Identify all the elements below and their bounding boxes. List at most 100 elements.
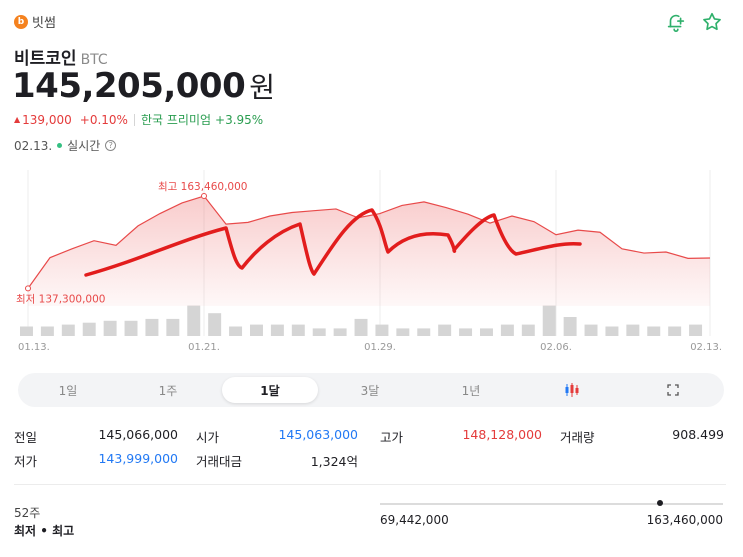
candlestick-icon — [565, 383, 579, 397]
trade-value-label: 거래대금 — [196, 454, 243, 469]
fullscreen-button[interactable] — [625, 377, 721, 403]
week52-current-marker — [657, 500, 663, 506]
change-amount: 139,000 — [22, 112, 72, 127]
section-divider — [14, 484, 726, 485]
coin-name: 비트코인 — [14, 49, 77, 69]
period-label: 1일 — [58, 383, 78, 398]
period-label: 1달 — [260, 383, 280, 398]
price-area — [28, 196, 710, 306]
bell-plus-icon[interactable] — [665, 11, 687, 33]
period-tab-5[interactable]: 1년 — [423, 377, 519, 403]
bithumb-logo-icon: b — [14, 14, 28, 29]
info-icon[interactable]: ? — [105, 140, 117, 151]
volume-bar — [291, 324, 305, 336]
period-tab-2[interactable]: 1주 — [120, 377, 216, 403]
coin-title: 비트코인 BTC — [14, 44, 108, 69]
divider — [133, 113, 135, 126]
trade-value-value: 1,324억 — [310, 454, 358, 469]
volume-bar — [82, 322, 96, 336]
period-selector: 1일 1주 1달 3달 1년 — [18, 373, 724, 407]
volume-bar — [354, 318, 368, 336]
volume-bar — [417, 328, 431, 336]
coin-ticker: BTC — [80, 52, 108, 68]
volume-bar — [61, 324, 75, 336]
price-value: 145,205,000 — [12, 66, 246, 106]
volume-bar — [270, 324, 284, 336]
status-row: 02.13. 실시간 ? — [14, 137, 117, 154]
low-label: 최저 137,300,000 — [16, 293, 105, 305]
top-actions — [665, 11, 723, 33]
current-price: 145,205,000 원 — [12, 66, 275, 106]
week52-range-track — [380, 503, 723, 505]
price-change: ▲ 139,000 +0.10% 한국 프리미엄 +3.95% — [14, 111, 263, 128]
volume-bar — [40, 326, 54, 336]
live-dot-icon — [57, 143, 63, 148]
volume-bar — [459, 328, 473, 336]
x-tick-label: 02.13. — [690, 342, 722, 353]
low-point — [25, 285, 31, 292]
high-label: 고가 — [380, 430, 404, 445]
volume-bar — [605, 326, 619, 336]
volume-label: 거래량 — [560, 430, 595, 445]
volume-bar — [103, 320, 117, 336]
volume-bar — [521, 324, 535, 336]
star-icon[interactable] — [701, 11, 723, 33]
volume-bar — [584, 324, 598, 336]
volume-bar — [396, 328, 410, 336]
period-label: 3달 — [360, 383, 380, 398]
low-label: 저가 — [14, 454, 38, 469]
volume-bar — [333, 328, 347, 336]
period-tab-1[interactable]: 1일 — [20, 377, 116, 403]
volume-bar — [187, 305, 201, 336]
volume-bar — [375, 324, 389, 336]
week52-title: 52주 — [14, 506, 41, 520]
period-tab-3[interactable]: 1달 — [222, 377, 318, 403]
volume-bar — [250, 324, 263, 336]
week52-label: 52주 최저 • 최고 — [14, 504, 74, 540]
volume-bar — [124, 320, 138, 336]
volume-bar — [542, 305, 556, 336]
period-tab-4[interactable]: 3달 — [322, 377, 418, 403]
period-label: 1년 — [461, 383, 481, 398]
exchange-label: b 빗썸 — [14, 12, 56, 31]
x-tick-label: 01.21. — [188, 342, 220, 353]
volume-bar — [626, 324, 640, 336]
x-tick-label: 02.06. — [540, 342, 572, 353]
annotation-scribble — [84, 208, 582, 277]
candlestick-chart-button[interactable] — [524, 377, 620, 403]
volume-bar — [647, 326, 661, 336]
price-line — [27, 195, 711, 289]
price-chart[interactable]: 최고 163,460,000 최저 137,300,000 01.13. 01.21.… — [0, 170, 743, 360]
fullscreen-icon — [667, 384, 679, 396]
up-triangle-icon: ▲ — [14, 115, 21, 124]
volume-bar — [166, 318, 180, 336]
low-value: 143,999,000 — [98, 451, 178, 466]
period-label: 1주 — [158, 383, 178, 398]
x-tick-label: 01.29. — [364, 342, 396, 353]
volume-bar — [500, 324, 514, 336]
prev-close-label: 전일 — [14, 430, 38, 445]
volume-bar — [563, 317, 577, 336]
volume-bar — [668, 326, 682, 336]
week52-max: 163,460,000 — [646, 513, 723, 527]
high-label: 최고 163,460,000 — [158, 181, 247, 193]
open-label: 시가 — [196, 430, 220, 445]
week52-min: 69,442,000 — [380, 513, 449, 527]
volume-bar — [208, 313, 222, 336]
volume-bar — [480, 328, 493, 336]
price-unit: 원 — [249, 71, 276, 104]
prev-close-value: 145,066,000 — [98, 427, 178, 442]
volume-bar — [438, 324, 452, 336]
week52-subtitle: 최저 • 최고 — [14, 524, 75, 538]
live-label: 실시간 — [67, 139, 101, 153]
volume-value: 908.499 — [672, 427, 724, 442]
exchange-name: 빗썸 — [32, 16, 56, 31]
premium-value: +3.95% — [215, 112, 264, 127]
volume-bar — [145, 318, 159, 336]
x-tick-label: 01.13. — [18, 342, 50, 353]
high-value: 148,128,000 — [462, 427, 542, 442]
high-point — [201, 193, 207, 200]
volume-bar — [312, 328, 326, 336]
volume-bar — [689, 324, 703, 336]
open-value: 145,063,000 — [278, 427, 358, 442]
